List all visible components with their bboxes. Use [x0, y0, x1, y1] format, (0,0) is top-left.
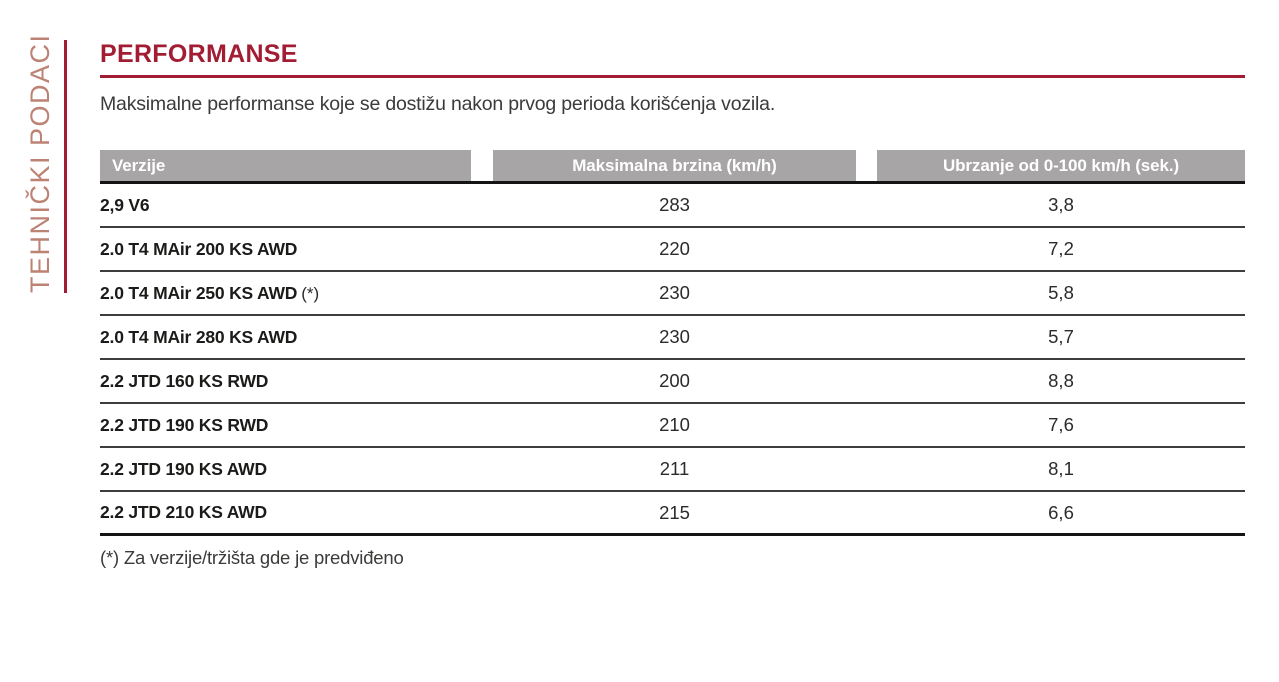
performance-table: Verzije Maksimalna brzina (km/h) Ubrzanj…: [100, 150, 1245, 536]
header-gap: [856, 150, 877, 181]
page-title: PERFORMANSE: [100, 40, 298, 68]
table-row: 2.2 JTD 160 KS RWD 200 8,8: [100, 360, 1245, 404]
table-row: 2.0 T4 MAir 200 KS AWD 220 7,2: [100, 228, 1245, 272]
main-content: PERFORMANSE Maksimalne performanse koje …: [100, 40, 1245, 569]
version-label: 2.2 JTD 160 KS RWD: [100, 370, 269, 391]
max-speed-value: 210: [659, 414, 690, 435]
max-speed-value: 215: [659, 501, 690, 523]
acceleration-value: 8,8: [1048, 370, 1074, 391]
acceleration-value: 7,2: [1048, 238, 1074, 259]
page-subtitle: Maksimalne performanse koje se dostižu n…: [100, 93, 776, 115]
acceleration-value: 3,8: [1048, 194, 1074, 215]
version-cell: 2.2 JTD 210 KS AWD: [100, 502, 471, 523]
table-row: 2.2 JTD 210 KS AWD 215 6,6: [100, 492, 1245, 536]
version-label: 2.0 T4 MAir 250 KS AWD: [100, 282, 298, 303]
table-row: 2.2 JTD 190 KS RWD 210 7,6: [100, 404, 1245, 448]
title-underline: [100, 75, 1245, 78]
header-gap: [471, 150, 493, 181]
max-speed-value: 211: [659, 458, 690, 479]
acceleration-value: 5,7: [1048, 326, 1074, 347]
table-body: 2,9 V6 283 3,8 2.0 T4 MAir 200 KS AWD 22…: [100, 184, 1245, 536]
table-footnote: (*) Za verzije/tržišta gde je predviđeno: [100, 547, 404, 568]
column-header-max-speed: Maksimalna brzina (km/h): [493, 150, 856, 181]
table-row: 2.0 T4 MAir 280 KS AWD 230 5,7: [100, 316, 1245, 360]
max-speed-value: 230: [659, 282, 690, 303]
table-row: 2,9 V6 283 3,8: [100, 184, 1245, 228]
acceleration-value: 6,6: [1048, 501, 1074, 523]
table-row: 2.2 JTD 190 KS AWD 211 8,1: [100, 448, 1245, 492]
version-cell: 2.2 JTD 190 KS RWD: [100, 415, 471, 436]
version-label: 2.2 JTD 190 KS RWD: [100, 414, 269, 435]
acceleration-value: 8,1: [1048, 458, 1074, 479]
max-speed-value: 230: [659, 326, 690, 347]
version-label: 2,9 V6: [100, 194, 150, 215]
version-note: (*): [301, 283, 320, 303]
version-cell: 2.0 T4 MAir 200 KS AWD: [100, 239, 471, 260]
column-header-acceleration: Ubrzanje od 0-100 km/h (sek.): [877, 150, 1245, 181]
version-cell: 2.2 JTD 190 KS AWD: [100, 459, 471, 480]
version-label: 2.2 JTD 210 KS AWD: [100, 502, 267, 522]
column-header-versions: Verzije: [100, 150, 471, 181]
version-cell: 2,9 V6: [100, 195, 471, 216]
sidebar-section-label: TEHNIČKI PODACI: [25, 33, 55, 293]
max-speed-value: 283: [659, 194, 690, 215]
table-row: 2.0 T4 MAir 250 KS AWD (*) 230 5,8: [100, 272, 1245, 316]
acceleration-value: 7,6: [1048, 414, 1074, 435]
sidebar-divider-line: [64, 40, 67, 293]
version-label: 2.0 T4 MAir 280 KS AWD: [100, 326, 298, 347]
acceleration-value: 5,8: [1048, 282, 1074, 303]
max-speed-value: 200: [659, 370, 690, 391]
version-cell: 2.2 JTD 160 KS RWD: [100, 371, 471, 392]
table-header-row: Verzije Maksimalna brzina (km/h) Ubrzanj…: [100, 150, 1245, 184]
version-cell: 2.0 T4 MAir 250 KS AWD (*): [100, 283, 471, 304]
version-label: 2.0 T4 MAir 200 KS AWD: [100, 238, 298, 259]
version-cell: 2.0 T4 MAir 280 KS AWD: [100, 327, 471, 348]
max-speed-value: 220: [659, 238, 690, 259]
version-label: 2.2 JTD 190 KS AWD: [100, 458, 267, 479]
